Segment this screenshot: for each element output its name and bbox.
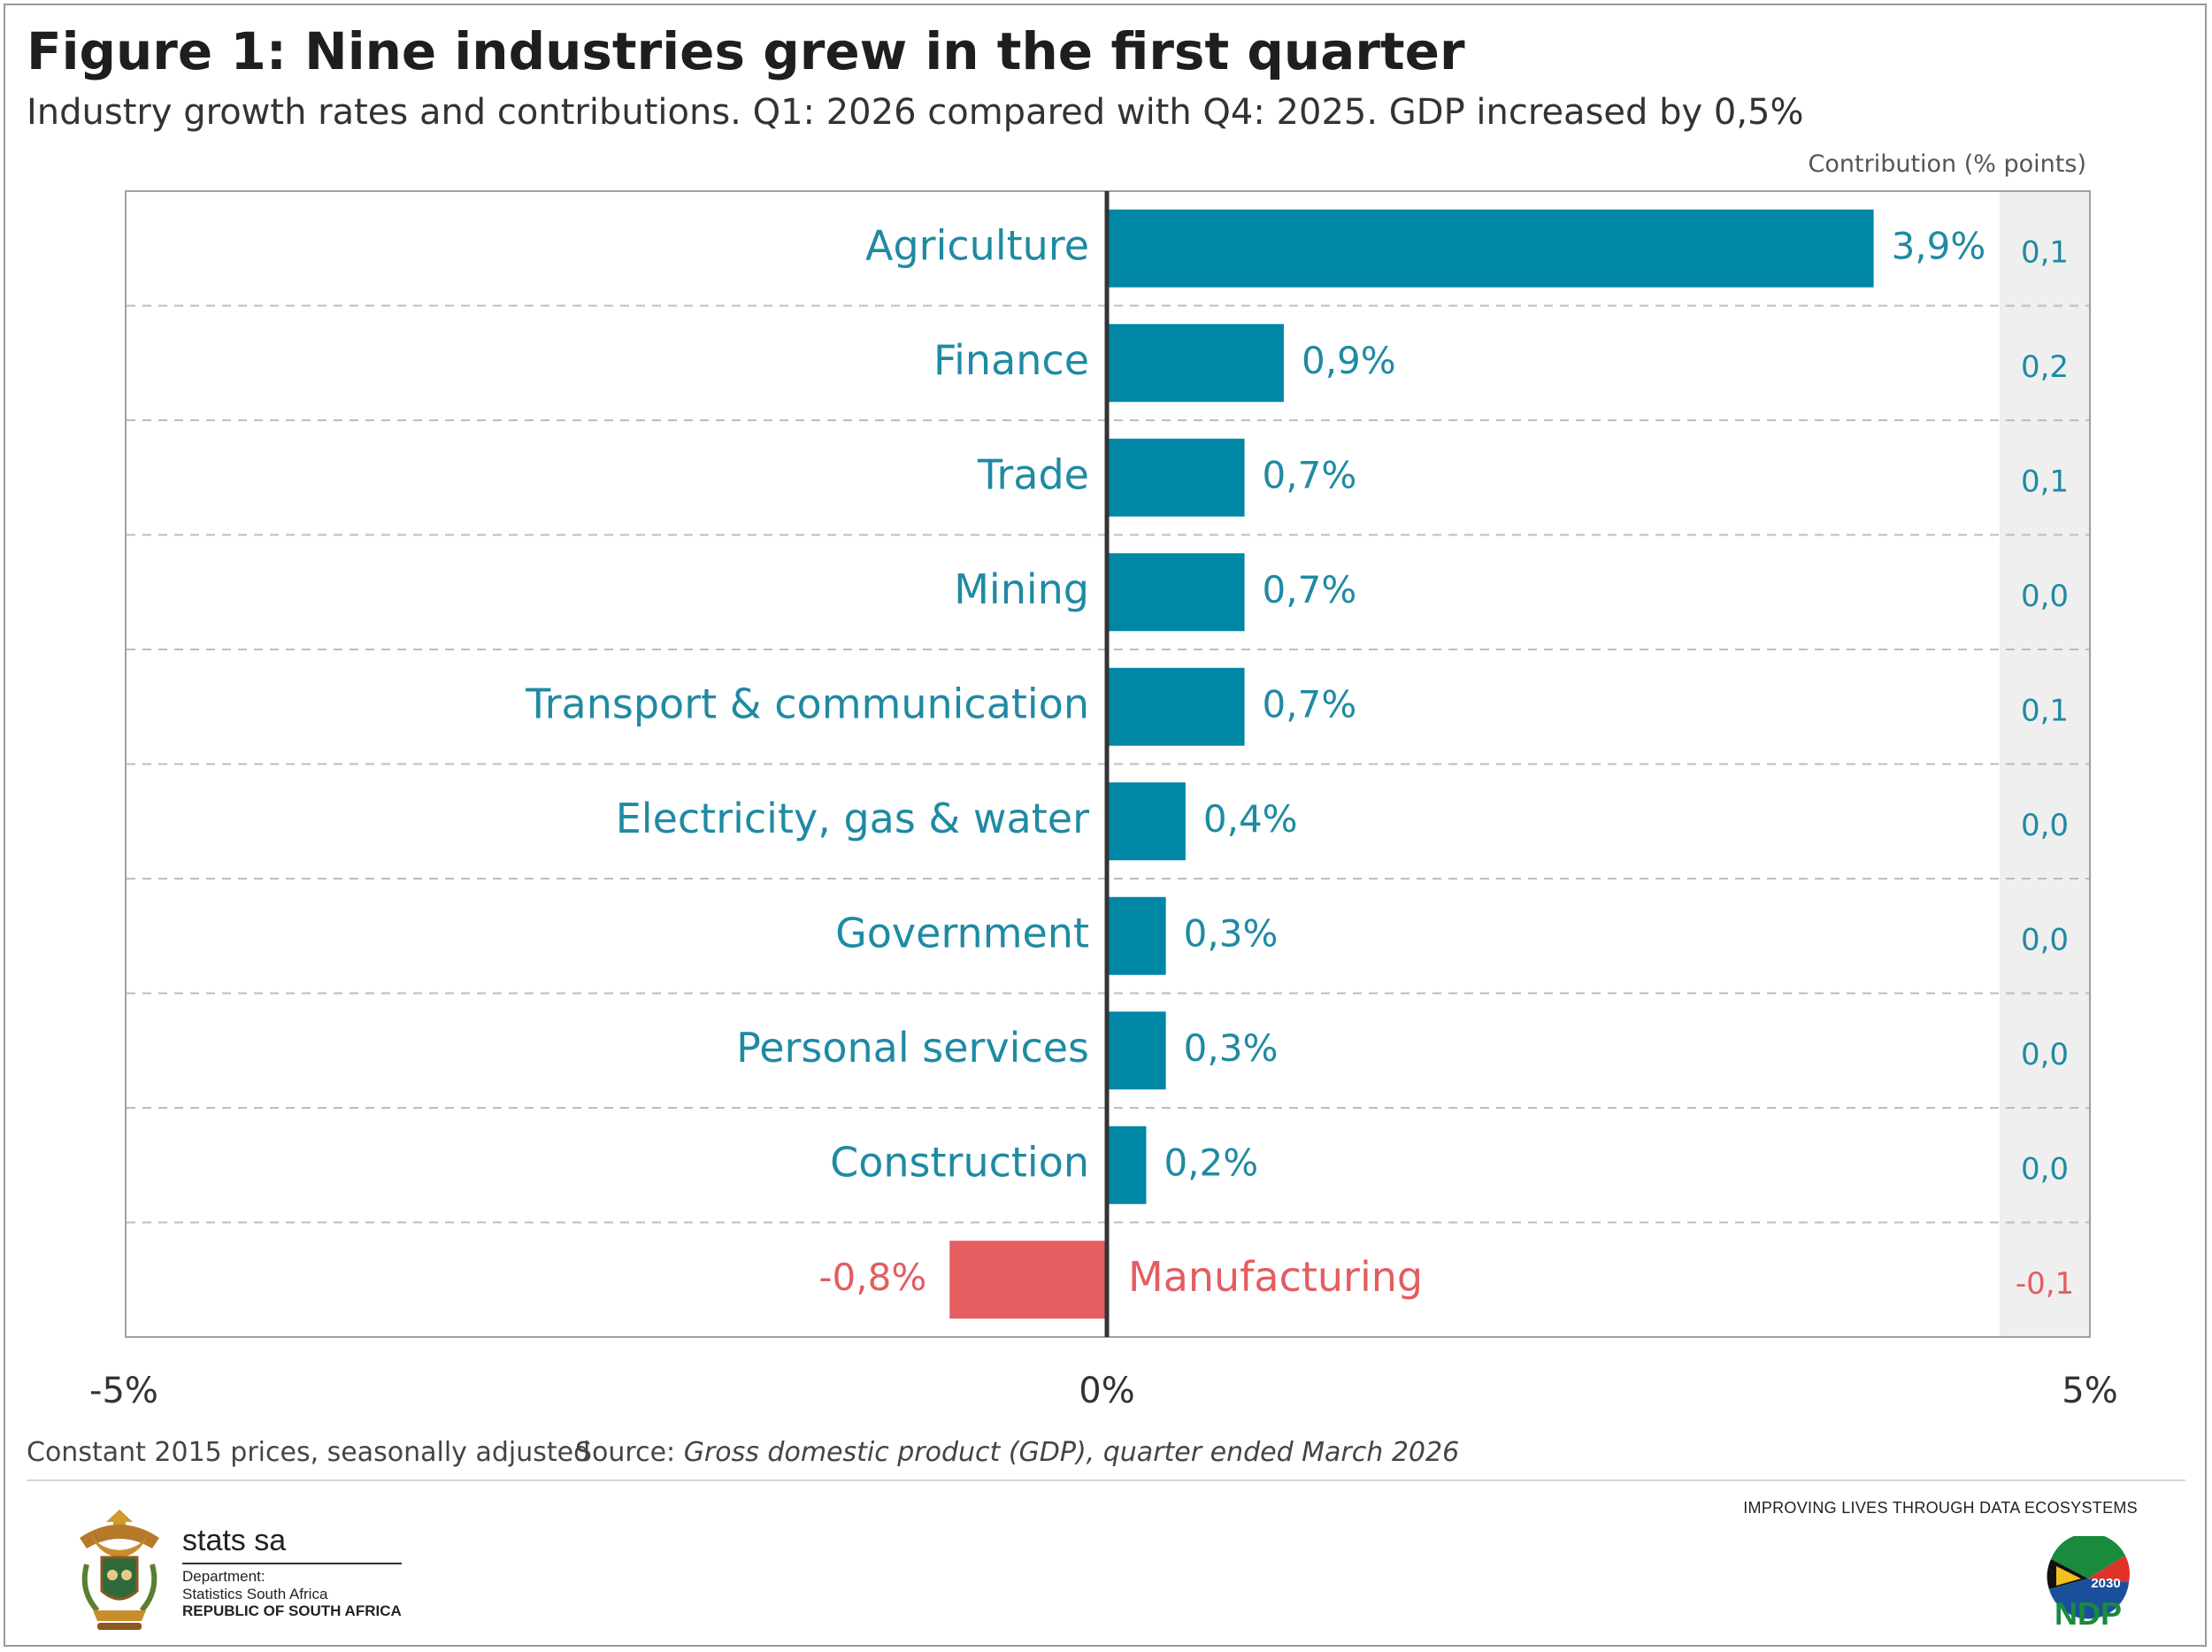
footnote: Constant 2015 prices, seasonally adjuste… <box>27 1437 591 1468</box>
bar <box>949 1241 1107 1319</box>
republic-name: REPUBLIC OF SOUTH AFRICA <box>182 1602 402 1619</box>
bar <box>1107 1126 1147 1204</box>
category-label: Mining <box>954 565 1089 613</box>
bar <box>1107 782 1186 861</box>
contribution-label: 0,0 <box>2021 579 2069 614</box>
chart-subtitle: Industry growth rates and contributions.… <box>27 92 1804 133</box>
bar <box>1107 324 1284 403</box>
ndp-2030-logo: 2030 NDP <box>2047 1536 2130 1628</box>
ndp-year: 2030 <box>2091 1576 2120 1591</box>
bar <box>1107 667 1245 746</box>
contribution-label: -0,1 <box>2016 1266 2074 1302</box>
contribution-label: 0,2 <box>2021 350 2069 385</box>
footer-divider <box>27 1479 2185 1481</box>
category-label: Manufacturing <box>1128 1253 1423 1301</box>
data-label: 0,7% <box>1263 682 1357 726</box>
source-title: Gross domestic product (GDP), quarter en… <box>683 1437 1460 1468</box>
data-label: 3,9% <box>1892 224 1986 267</box>
tagline: IMPROVING LIVES THROUGH DATA ECOSYSTEMS <box>1743 1499 2138 1517</box>
category-label: Construction <box>830 1138 1089 1186</box>
data-label: -0,8% <box>818 1256 926 1299</box>
stats-sa-name: stats sa <box>182 1524 287 1557</box>
data-label: 0,7% <box>1263 568 1357 611</box>
x-tick-label: -5% <box>89 1371 158 1411</box>
category-label: Personal services <box>736 1024 1089 1072</box>
contribution-label: 0,0 <box>2021 1151 2069 1187</box>
bar <box>1107 438 1245 517</box>
contribution-label: 0,1 <box>2021 693 2069 728</box>
source-note: Source: Gross domestic product (GDP), qu… <box>575 1437 1459 1468</box>
data-label: 0,9% <box>1302 339 1396 382</box>
contribution-label: 0,1 <box>2021 464 2069 499</box>
data-label: 0,3% <box>1184 1026 1279 1070</box>
logo-rule <box>182 1563 402 1564</box>
data-label: 0,3% <box>1184 911 1279 955</box>
contribution-label: 0,1 <box>2021 234 2069 270</box>
contribution-header: Contribution (% points) <box>1808 150 2086 178</box>
category-label: Transport & communication <box>525 680 1089 727</box>
bar <box>1107 896 1166 975</box>
contribution-label: 0,0 <box>2021 1037 2069 1072</box>
contribution-label: 0,0 <box>2021 808 2069 843</box>
ndp-text: NDP <box>2055 1595 2122 1628</box>
category-label: Trade <box>977 450 1089 498</box>
department-label: Department: <box>182 1568 265 1585</box>
category-label: Government <box>835 909 1089 957</box>
source-prefix: Source: <box>575 1437 684 1468</box>
category-label: Electricity, gas & water <box>616 795 1089 842</box>
bar-chart: 3,9% Agriculture 0,1 0,9% Finance 0,2 0,7% Trad… <box>89 190 2118 1411</box>
chart-title: Figure 1: Nine industries grew in the fi… <box>27 21 1465 81</box>
bar <box>1107 209 1874 288</box>
contribution-label: 0,0 <box>2021 922 2069 957</box>
category-label: Agriculture <box>865 221 1089 269</box>
figure-frame <box>4 4 2207 1647</box>
bar <box>1107 1011 1166 1090</box>
data-label: 0,7% <box>1263 453 1357 496</box>
data-label: 0,2% <box>1164 1141 1258 1184</box>
data-label: 0,4% <box>1203 797 1298 841</box>
x-tick-label: 0% <box>1079 1371 1134 1411</box>
department-name: Statistics South Africa <box>182 1586 328 1602</box>
coat-of-arms-icon <box>80 1510 159 1630</box>
bar <box>1107 553 1245 632</box>
x-tick-label: 5% <box>2062 1371 2117 1411</box>
category-label: Finance <box>933 336 1089 384</box>
